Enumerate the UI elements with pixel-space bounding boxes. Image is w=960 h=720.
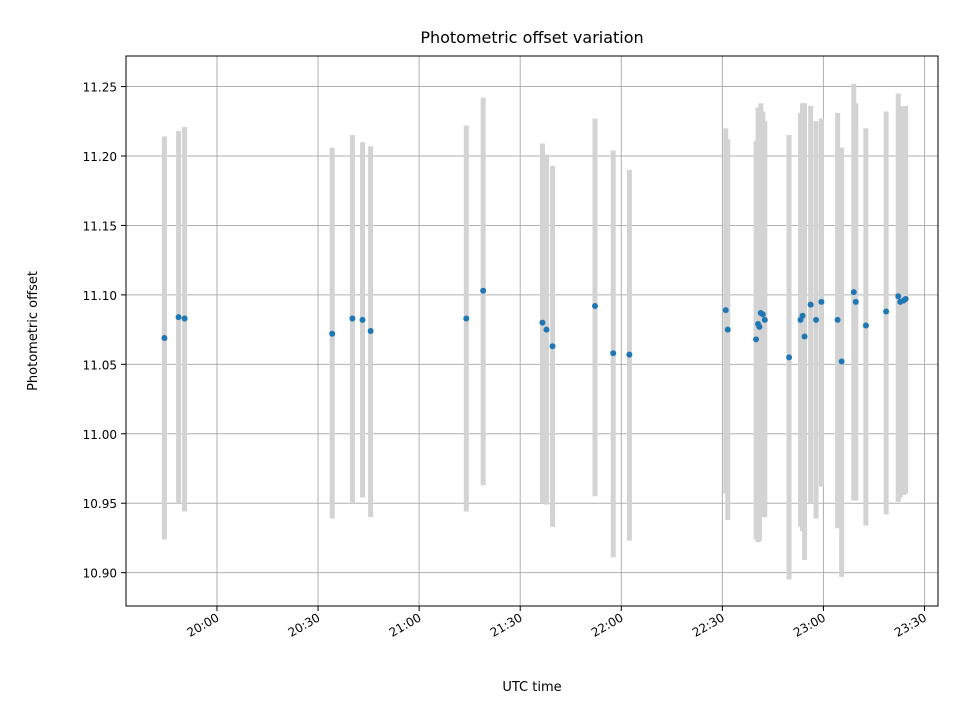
x-tick-label: 21:00 [387, 610, 424, 639]
data-point [610, 350, 617, 357]
data-point [329, 330, 336, 337]
data-point [592, 303, 599, 309]
data-point [161, 334, 168, 341]
data-point [862, 322, 869, 329]
data-point [722, 307, 729, 314]
data-point [367, 328, 374, 334]
data-point [539, 319, 546, 326]
y-axis-label: Photometric offset [26, 271, 41, 391]
data-point [181, 315, 188, 322]
x-axis: 20:00 20:30 21:00 21:30 22:00 22:30 23:00 23:30 [185, 606, 929, 640]
y-tick-label: 11.10 [83, 289, 117, 303]
y-tick-label: 11.05 [83, 358, 117, 372]
data-point [543, 326, 550, 333]
plot-frame [125, 55, 939, 607]
y-tick-label: 11.25 [83, 81, 117, 95]
x-axis-label: UTC time [502, 680, 561, 695]
x-tick-label: 20:00 [185, 610, 222, 639]
data-point [801, 333, 808, 340]
data-point [759, 311, 766, 318]
data-point [359, 316, 366, 323]
data-point [818, 298, 825, 305]
data-point [895, 293, 902, 300]
y-tick-label: 10.95 [83, 497, 117, 511]
data-point [799, 312, 806, 319]
error-bars [161, 83, 909, 580]
data-point [883, 308, 890, 315]
data-point [786, 354, 793, 361]
y-tick-label: 11.15 [83, 219, 117, 233]
data-points [161, 287, 909, 365]
y-tick-label: 10.90 [83, 567, 117, 581]
y-tick-label: 11.20 [83, 150, 117, 164]
data-point [807, 301, 814, 308]
chart-title: Photometric offset variation [420, 28, 643, 47]
data-point [756, 323, 763, 330]
data-point [480, 287, 487, 294]
y-tick-label: 11.00 [83, 428, 117, 442]
data-point [838, 358, 845, 365]
data-point [349, 315, 356, 322]
data-point [753, 336, 760, 343]
data-point [463, 315, 470, 322]
data-point [902, 296, 909, 303]
data-point [724, 326, 731, 333]
data-point [549, 343, 556, 350]
data-point [834, 316, 841, 323]
x-tick-label: 22:00 [589, 610, 626, 639]
x-tick-label: 23:30 [892, 610, 929, 639]
data-point [850, 289, 857, 296]
data-point [626, 351, 633, 358]
x-tick-label: 20:30 [286, 610, 323, 639]
x-tick-label: 22:30 [690, 610, 727, 639]
data-point [813, 316, 820, 323]
data-point [761, 316, 768, 323]
x-tick-label: 23:00 [791, 610, 828, 639]
data-point [852, 298, 859, 305]
data-point [175, 314, 182, 321]
x-tick-label: 21:30 [488, 610, 525, 639]
y-axis: 10.90 10.95 11.00 11.05 11.10 11.15 11.20 11.25 [83, 81, 126, 581]
